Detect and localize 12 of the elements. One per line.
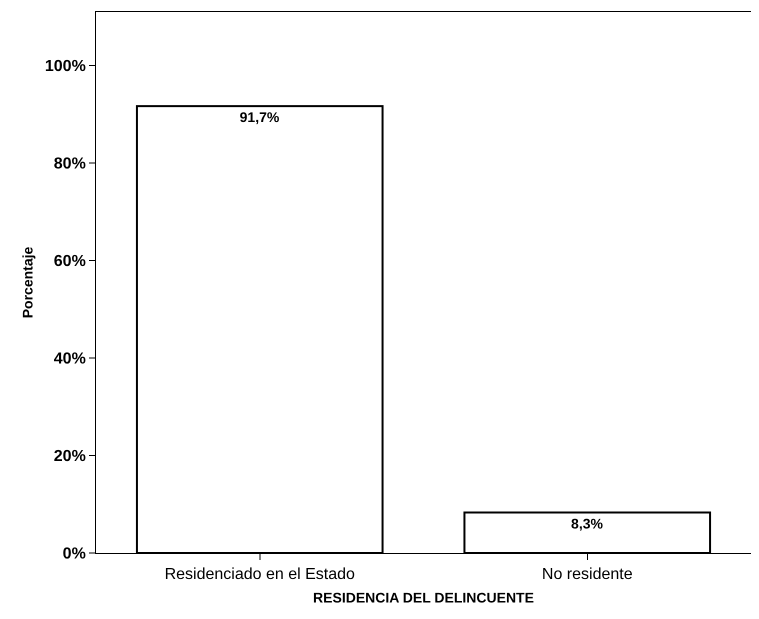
y-tick-label: 100% [44,58,86,76]
y-axis-title: Porcentaje [19,246,36,318]
y-tick-label: 20% [54,448,86,466]
y-tick-label: 40% [54,350,86,368]
y-tick-label: 60% [54,253,86,270]
data-label: 91,7% [240,109,280,126]
x-tick-label: No residente [542,566,633,584]
x-axis-title: RESIDENCIA DEL DELINCUENTE [313,590,534,606]
data-label: 8,3% [571,516,604,532]
x-tick-label: Residenciado en el Estado [164,566,356,584]
y-tick-label: 0% [62,546,86,563]
y-tick-label: 80% [54,156,86,173]
